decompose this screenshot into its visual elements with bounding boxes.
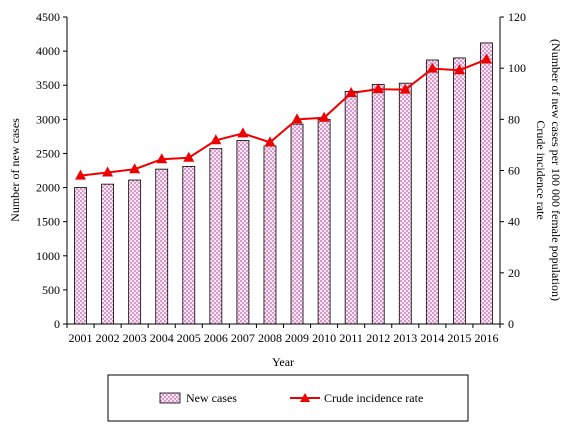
rate-marker-2005 — [183, 151, 195, 162]
left-tick-label: 1500 — [36, 215, 60, 229]
rate-marker-2003 — [129, 163, 141, 174]
rate-marker-2013 — [399, 83, 411, 94]
bar-new-cases-2002 — [101, 183, 114, 325]
rate-marker-2014 — [426, 62, 438, 73]
bar-new-cases-2013 — [398, 82, 412, 325]
bar-new-cases-2016 — [480, 42, 493, 325]
right-tick-label: 80 — [508, 112, 520, 126]
rate-marker-2007 — [237, 127, 249, 138]
x-tick-label: 2015 — [447, 331, 471, 345]
left-tick-label: 1000 — [36, 249, 60, 263]
x-tick-label: 2007 — [231, 331, 255, 345]
right-tick-label: 0 — [508, 317, 514, 331]
left-axis-title: Number of new cases — [8, 118, 22, 222]
legend-bar-swatch — [159, 392, 181, 404]
x-tick-label: 2010 — [312, 331, 336, 345]
x-tick-label: 2011 — [339, 331, 363, 345]
bar-new-cases-2003 — [128, 179, 142, 325]
x-axis-ticks: 2001 2002 2003 2004 2005 2006 2007 2008 2009 2010… — [66, 324, 501, 345]
right-tick-label: 60 — [508, 164, 520, 178]
x-tick-label: 2012 — [366, 331, 390, 345]
left-tick-label: 500 — [42, 283, 60, 297]
bars-layer — [74, 42, 493, 325]
rate-marker-2010 — [318, 111, 330, 122]
rate-marker-2015 — [453, 64, 465, 75]
right-axis-title-line1: Crude incidence rate — [534, 120, 548, 219]
x-tick-label: 2006 — [204, 331, 228, 345]
x-tick-label: 2001 — [69, 331, 93, 345]
left-axis-ticks: 0 500 1000 1500 2000 2500 3000 3500 4000 4500 — [36, 10, 67, 331]
left-tick-label: 3000 — [36, 112, 60, 126]
bar-new-cases-2014 — [425, 59, 439, 325]
bar-new-cases-2012 — [371, 84, 385, 325]
right-tick-label: 120 — [508, 10, 526, 24]
rate-marker-2001 — [75, 169, 87, 180]
bar-new-cases-2010 — [317, 118, 331, 325]
x-tick-label: 2013 — [393, 331, 417, 345]
x-tick-label: 2002 — [96, 331, 120, 345]
bar-new-cases-2015 — [453, 57, 466, 325]
legend-label-new-cases: New cases — [186, 391, 237, 405]
x-axis-title: Year — [272, 355, 294, 369]
bar-new-cases-2011 — [344, 90, 358, 325]
bar-new-cases-2008 — [263, 145, 277, 325]
left-tick-label: 3500 — [36, 78, 60, 92]
x-tick-label: 2003 — [123, 331, 147, 345]
x-tick-label: 2008 — [258, 331, 282, 345]
bar-new-cases-2001 — [74, 187, 87, 325]
rate-marker-2016 — [480, 53, 492, 64]
left-tick-label: 4000 — [36, 44, 60, 58]
x-tick-label: 2004 — [150, 331, 174, 345]
rate-marker-2006 — [210, 134, 222, 145]
legend-label-rate: Crude incidence rate — [324, 391, 423, 405]
right-tick-label: 20 — [508, 266, 520, 280]
rate-marker-2011 — [345, 86, 357, 97]
bar-new-cases-2009 — [290, 123, 304, 325]
bar-new-cases-2004 — [155, 168, 169, 325]
rate-line — [80, 58, 487, 177]
rate-marker-2012 — [372, 83, 384, 94]
rate-line-layer — [75, 53, 492, 180]
right-axis-ticks: 0 20 40 60 80 100 120 — [500, 10, 526, 331]
x-tick-label: 2005 — [177, 331, 201, 345]
rate-marker-2002 — [102, 166, 114, 177]
bar-new-cases-2007 — [236, 140, 250, 325]
rate-marker-2009 — [291, 113, 303, 124]
right-tick-label: 40 — [508, 215, 520, 229]
left-tick-label: 2000 — [36, 181, 60, 195]
x-tick-label: 2009 — [285, 331, 309, 345]
left-tick-label: 2500 — [36, 146, 60, 160]
left-tick-label: 0 — [54, 317, 60, 331]
right-tick-label: 100 — [508, 61, 526, 75]
left-tick-label: 4500 — [36, 10, 60, 24]
legend: New cases Crude incidence rate — [107, 374, 469, 422]
legend-triangle-marker — [300, 393, 310, 402]
bar-new-cases-2005 — [182, 166, 196, 325]
rate-marker-2004 — [156, 153, 168, 164]
bar-new-cases-2006 — [209, 148, 223, 325]
x-tick-label: 2016 — [474, 331, 498, 345]
x-tick-label: 2014 — [420, 331, 444, 345]
right-axis-title-line2: (Number of new cases per 100 000 female … — [549, 39, 563, 301]
rate-marker-2008 — [264, 136, 276, 147]
